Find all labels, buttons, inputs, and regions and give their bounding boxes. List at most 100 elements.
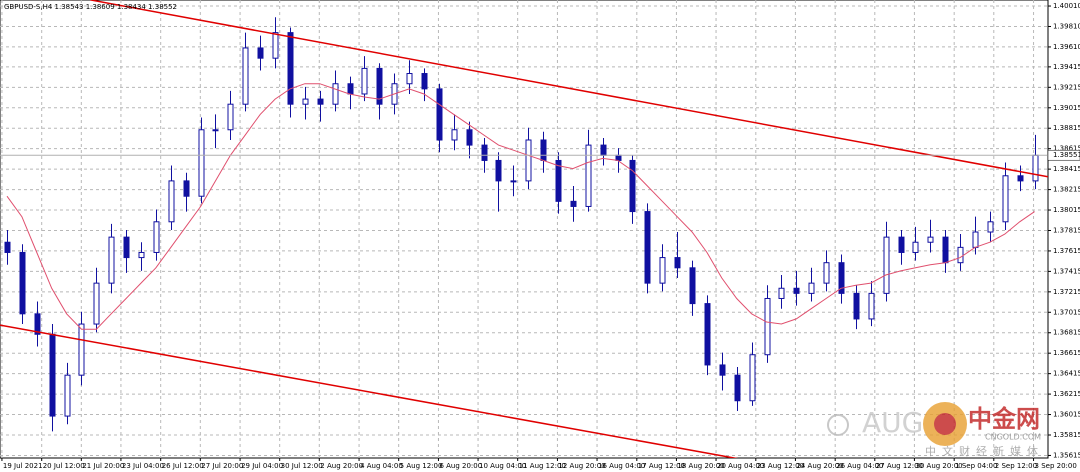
candle-body <box>1032 154 1039 182</box>
candle-body <box>853 292 860 320</box>
y-tick-label: 1.38815 <box>1053 124 1080 132</box>
y-tick-label: 1.36015 <box>1053 411 1080 419</box>
watermark-icon <box>827 414 849 436</box>
y-tick-label: 1.38015 <box>1053 206 1080 214</box>
x-tick-label: 26 Jul 12:00 <box>162 462 204 470</box>
candle-body <box>585 144 592 207</box>
candle-body <box>912 241 919 253</box>
candle-body <box>108 236 115 284</box>
x-tick-label: 2 Aug 20:00 <box>320 462 363 470</box>
x-tick-label: 27 Jul 20:00 <box>201 462 243 470</box>
candle-body <box>406 73 413 85</box>
candle-body <box>4 241 11 253</box>
x-tick-label: 10 Aug 04:00 <box>479 462 526 470</box>
y-tick-label: 1.39415 <box>1053 63 1080 71</box>
x-tick-label: 2 Sep 12:00 <box>995 462 1037 470</box>
candle-body <box>942 236 949 264</box>
candle-body <box>927 236 934 243</box>
y-tick-label: 1.39810 <box>1053 22 1080 30</box>
watermark: AUG 中金网 CNGOLD.COM 中文财经新媒体 <box>827 402 1044 458</box>
candle-body <box>93 282 100 325</box>
candle-body <box>451 129 458 141</box>
candle-body <box>436 88 443 141</box>
x-tick-label: 3 Sep 20:00 <box>1035 462 1077 470</box>
candle-body <box>972 231 979 248</box>
y-tick-label: 1.37815 <box>1053 226 1080 234</box>
y-tick-label: 1.36615 <box>1053 349 1080 357</box>
candle-body <box>123 236 130 259</box>
plot-frame <box>0 0 1049 459</box>
candle-body <box>898 236 905 253</box>
candle-body <box>674 257 681 269</box>
candle-body <box>764 297 771 356</box>
chart-title: GBPUSD-S,H4 1.38543 1.38609 1.38434 1.38… <box>4 3 177 11</box>
x-tick-label: 11 Aug 12:00 <box>519 462 566 470</box>
candle-body <box>868 292 875 320</box>
trend-line <box>90 0 1048 178</box>
candle-body <box>510 180 517 183</box>
moving-average <box>6 83 1035 330</box>
y-tick-label: 1.40010 <box>1053 2 1080 10</box>
candle-body <box>138 251 145 259</box>
x-tick-label: 17 Aug 12:00 <box>638 462 685 470</box>
candle-body <box>778 287 785 299</box>
candle-body <box>242 47 249 105</box>
candle-body <box>644 211 651 284</box>
x-tick-label: 23 Jul 04:00 <box>122 462 164 470</box>
watermark-logo: 中金网 <box>968 405 1040 433</box>
watermark-brand: AUG <box>862 406 923 439</box>
candle-body <box>64 374 71 417</box>
candle-body <box>689 267 696 305</box>
trend-line <box>0 324 739 458</box>
watermark-site: CNGOLD.COM <box>985 433 1041 442</box>
candle-body <box>987 221 994 233</box>
candle-body <box>629 159 636 213</box>
x-tick-label: 30 Jul 12:00 <box>281 462 323 470</box>
watermark-logo-inner <box>934 413 956 435</box>
y-tick-label: 1.36215 <box>1053 390 1080 398</box>
candle-body <box>153 221 160 253</box>
x-tick-label: 18 Aug 20:00 <box>677 462 724 470</box>
candle-body <box>525 139 532 182</box>
y-tick-label: 1.38415 <box>1053 165 1080 173</box>
candle-body <box>540 139 547 161</box>
x-tick-label: 24 Aug 20:00 <box>796 462 843 470</box>
x-tick-label: 5 Aug 12:00 <box>400 462 443 470</box>
candle-body <box>227 103 234 131</box>
x-tick-label: 4 Aug 04:00 <box>360 462 403 470</box>
current-price-box <box>1047 149 1080 161</box>
y-tick-label: 1.36415 <box>1053 370 1080 378</box>
candle-body <box>659 257 666 284</box>
candle-body <box>823 262 830 284</box>
candle-body <box>287 32 294 105</box>
candle-body <box>466 129 473 146</box>
candle-body <box>719 364 726 376</box>
x-tick-label: 27 Aug 12:00 <box>876 462 923 470</box>
candle-body <box>212 129 219 132</box>
current-price-label: 1.38551 <box>1053 151 1080 159</box>
candle-body <box>78 323 85 376</box>
watermark-slogan: 中文财经新媒体 <box>925 444 1044 458</box>
candle-body <box>198 129 205 197</box>
x-tick-label: 19 Jul 2021 <box>3 462 43 470</box>
candle-body <box>421 73 428 90</box>
candle-body <box>332 83 339 105</box>
candle-body <box>272 32 279 59</box>
y-tick-label: 1.37415 <box>1053 267 1080 275</box>
candle-body <box>1017 175 1024 182</box>
candle-body <box>749 354 756 402</box>
x-tick-label: 12 Aug 20:00 <box>558 462 605 470</box>
x-tick-label: 23 Aug 12:00 <box>757 462 804 470</box>
candle-body <box>734 374 741 402</box>
candle-body <box>19 251 26 315</box>
y-tick-label: 1.39015 <box>1053 104 1080 112</box>
candle-body <box>361 67 368 95</box>
x-tick-label: 16 Aug 04:00 <box>598 462 645 470</box>
x-tick-label: 29 Jul 04:00 <box>241 462 283 470</box>
candle-body <box>838 262 845 294</box>
candle-body <box>555 159 562 202</box>
y-tick-label: 1.36815 <box>1053 329 1080 337</box>
candle-body <box>570 200 577 207</box>
